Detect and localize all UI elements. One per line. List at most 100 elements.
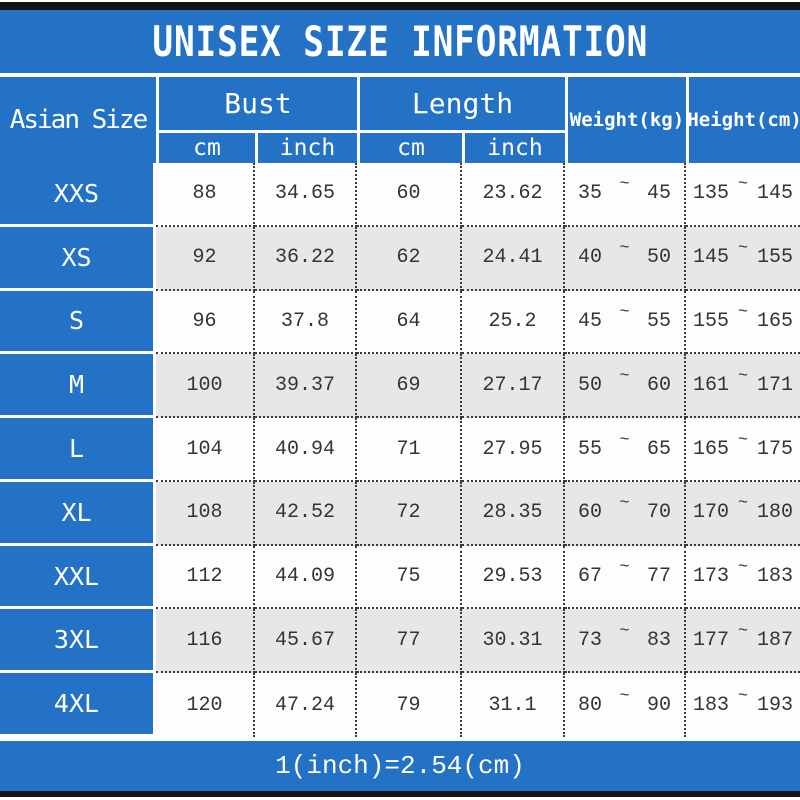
weight-range: 67 ~77: [565, 545, 686, 610]
weight-min: 45: [578, 309, 603, 333]
weight-max: 45: [646, 182, 671, 206]
height-min: 177: [693, 628, 730, 652]
bust-cm-value: 92: [156, 226, 255, 291]
tilde-icon: ~: [619, 239, 630, 259]
length-inch-value: 23.62: [462, 163, 565, 227]
header-weight: Weight(kg): [565, 77, 686, 163]
bust-inch-value: 44.09: [255, 545, 357, 610]
size-label: M: [0, 354, 156, 419]
tilde-icon: ~: [737, 430, 749, 450]
weight-max: 60: [646, 373, 671, 397]
bust-cm-value: 100: [156, 354, 255, 419]
bust-inch-value: 34.65: [255, 163, 357, 227]
bust-inch-value: 37.8: [255, 290, 357, 355]
weight-max: 65: [646, 437, 671, 461]
height-min: 170: [693, 501, 730, 525]
page-title: UNISEX SIZE INFORMATION: [152, 17, 648, 66]
tilde-icon: ~: [619, 430, 630, 450]
weight-min: 40: [578, 246, 603, 270]
weight-range: 60 ~70: [565, 481, 686, 546]
length-cm-value: 71: [357, 418, 462, 482]
title-divider: [0, 73, 800, 77]
tilde-icon: ~: [737, 239, 749, 259]
length-inch-value: 29.53: [462, 545, 565, 610]
size-label: XL: [0, 481, 156, 546]
length-cm-value: 69: [357, 354, 462, 419]
length-inch-value: 27.17: [462, 354, 565, 419]
table-row-3xl: 3XL 116 45.67 77 30.31 73 ~83 177 ~187: [0, 609, 800, 674]
table-row-xs: XS 92 36.22 62 24.41 40 ~50 145 ~155: [0, 226, 800, 291]
bust-cm-value: 116: [156, 609, 255, 674]
height-max: 183: [756, 565, 793, 589]
header-bust-inch: inch: [255, 130, 357, 163]
header-height: Height(cm): [686, 77, 800, 163]
table-row-xxs: XXS 88 34.65 60 23.62 35 ~45 135 ~145: [0, 163, 800, 227]
height-min: 161: [693, 373, 730, 397]
header-asian-size: Asian Size: [0, 77, 156, 163]
height-range: 170 ~180: [686, 481, 800, 546]
height-max: 187: [756, 628, 793, 652]
length-cm-value: 64: [357, 290, 462, 355]
table-row-m: M 100 39.37 69 27.17 50 ~60 161 ~171: [0, 354, 800, 419]
weight-min: 50: [578, 373, 603, 397]
length-inch-value: 30.31: [462, 609, 565, 674]
height-min: 173: [693, 565, 730, 589]
size-label: L: [0, 418, 156, 482]
bust-cm-value: 108: [156, 481, 255, 546]
tilde-icon: ~: [619, 494, 630, 514]
height-range: 165 ~175: [686, 418, 800, 482]
height-min: 135: [693, 182, 730, 206]
weight-range: 55 ~65: [565, 418, 686, 482]
weight-min: 55: [578, 437, 603, 461]
footer-band: 1(inch)=2.54(cm): [0, 741, 800, 791]
tilde-icon: ~: [619, 558, 630, 578]
tilde-icon: ~: [737, 686, 749, 706]
table-row-l: L 104 40.94 71 27.95 55 ~65 165 ~175: [0, 418, 800, 482]
height-max: 180: [756, 501, 793, 525]
size-label: XXL: [0, 545, 156, 610]
height-range: 161 ~171: [686, 354, 800, 419]
bust-cm-value: 104: [156, 418, 255, 482]
bust-inch-value: 39.37: [255, 354, 357, 419]
conversion-note: 1(inch)=2.54(cm): [275, 751, 525, 781]
weight-range: 35 ~45: [565, 163, 686, 227]
tilde-icon: ~: [737, 621, 749, 641]
height-min: 183: [693, 693, 730, 717]
bust-cm-value: 96: [156, 290, 255, 355]
weight-range: 73 ~83: [565, 609, 686, 674]
height-range: 135 ~145: [686, 163, 800, 227]
height-range: 145 ~155: [686, 226, 800, 291]
length-inch-value: 25.2: [462, 290, 565, 355]
bust-cm-value: 88: [156, 163, 255, 227]
table-row-xxl: XXL 112 44.09 75 29.53 67 ~77 173 ~183: [0, 545, 800, 610]
top-hairline: [0, 0, 800, 2]
height-range: 177 ~187: [686, 609, 800, 674]
weight-min: 60: [578, 501, 603, 525]
height-max: 155: [756, 246, 793, 270]
height-range: 155 ~165: [686, 290, 800, 355]
table-body: XXS 88 34.65 60 23.62 35 ~45 135 ~145 XS 9…: [0, 163, 800, 738]
header-length-cm: cm: [357, 130, 462, 163]
length-cm-value: 60: [357, 163, 462, 227]
length-inch-value: 24.41: [462, 226, 565, 291]
tilde-icon: ~: [737, 558, 749, 578]
height-max: 165: [756, 309, 793, 333]
weight-max: 77: [646, 565, 671, 589]
length-inch-value: 27.95: [462, 418, 565, 482]
height-max: 171: [756, 373, 793, 397]
length-cm-value: 62: [357, 226, 462, 291]
weight-max: 83: [646, 628, 671, 652]
length-inch-value: 28.35: [462, 481, 565, 546]
weight-max: 50: [646, 246, 671, 270]
tilde-icon: ~: [737, 494, 749, 514]
bottom-black-bar: [0, 791, 800, 797]
length-cm-value: 77: [357, 609, 462, 674]
height-min: 145: [693, 246, 730, 270]
length-cm-value: 72: [357, 481, 462, 546]
tilde-icon: ~: [619, 175, 630, 195]
header-bust: Bust: [156, 77, 357, 130]
tilde-icon: ~: [619, 366, 630, 386]
table-row-4xl: 4XL 120 47.24 79 31.1 80 ~90 183 ~193: [0, 673, 800, 738]
table-row-xl: XL 108 42.52 72 28.35 60 ~70 170 ~180: [0, 481, 800, 546]
